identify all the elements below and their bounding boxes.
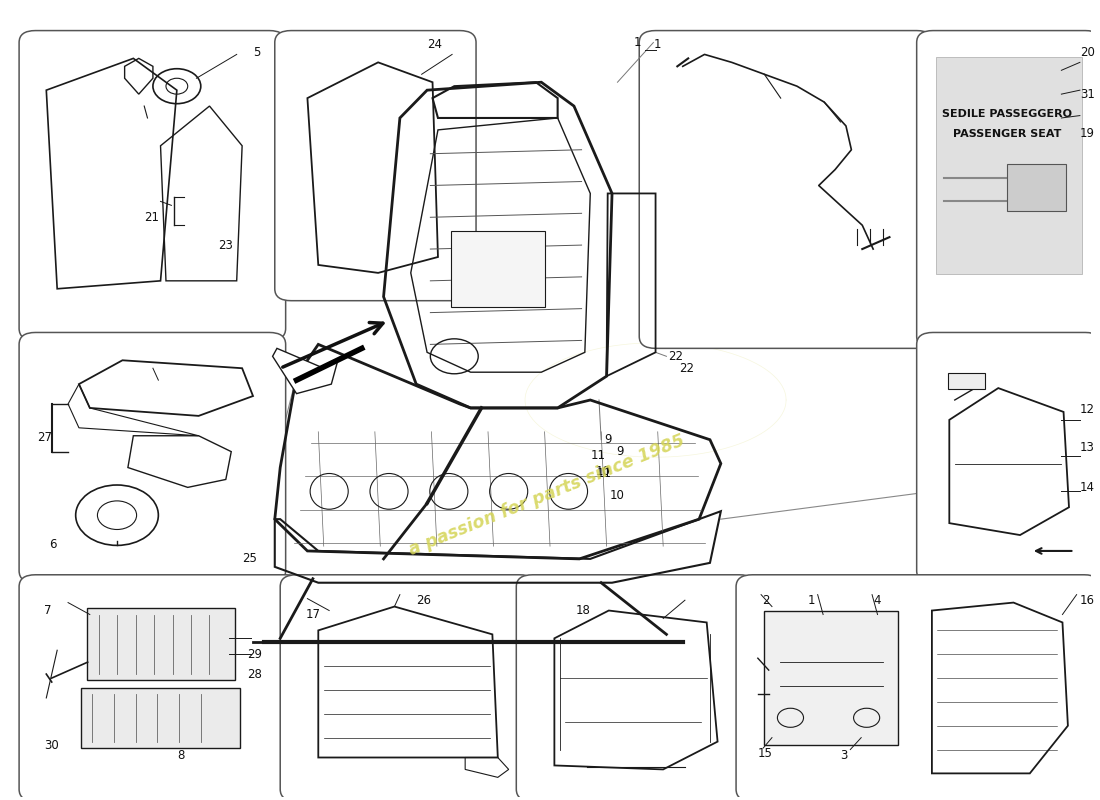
Text: SEDILE PASSEGGERO: SEDILE PASSEGGERO [942,109,1072,119]
Text: 1: 1 [634,36,641,49]
Text: 26: 26 [416,594,431,606]
FancyBboxPatch shape [19,30,286,341]
Text: 28: 28 [248,667,263,681]
Text: 22: 22 [669,350,683,363]
Text: 7: 7 [44,604,52,617]
Text: 11: 11 [591,449,605,462]
Text: 12: 12 [1080,403,1094,416]
Text: 19: 19 [1080,127,1094,140]
Text: 11: 11 [597,466,612,479]
Text: a passion for parts since 1985: a passion for parts since 1985 [406,431,688,559]
FancyBboxPatch shape [1006,164,1066,211]
Text: 25: 25 [242,552,257,566]
Text: 30: 30 [44,739,59,752]
FancyBboxPatch shape [948,373,986,389]
FancyBboxPatch shape [19,574,302,800]
Text: 4: 4 [873,594,881,606]
Text: 22: 22 [680,362,694,374]
FancyBboxPatch shape [451,230,544,307]
Text: 31: 31 [1080,88,1094,101]
FancyBboxPatch shape [764,611,899,745]
Text: 29: 29 [248,648,263,661]
Text: 10: 10 [609,489,625,502]
FancyBboxPatch shape [275,30,476,301]
Text: 2: 2 [762,594,770,606]
FancyBboxPatch shape [280,574,536,800]
Text: 3: 3 [840,750,848,762]
Text: 17: 17 [305,608,320,621]
Text: 14: 14 [1080,481,1094,494]
Text: 23: 23 [218,238,233,251]
FancyBboxPatch shape [81,687,240,748]
Text: 15: 15 [758,747,772,760]
Text: 27: 27 [37,431,53,444]
Text: 21: 21 [144,210,159,224]
Text: 18: 18 [576,604,591,617]
FancyBboxPatch shape [936,57,1082,274]
FancyBboxPatch shape [87,608,234,681]
Polygon shape [273,348,338,394]
FancyBboxPatch shape [516,574,756,800]
FancyBboxPatch shape [639,30,933,348]
Text: 24: 24 [427,38,442,50]
FancyBboxPatch shape [916,30,1100,348]
Text: 1: 1 [653,38,661,50]
Text: 10: 10 [596,465,611,478]
Text: 16: 16 [1080,594,1094,606]
Text: 9: 9 [616,445,624,458]
Text: 13: 13 [1080,441,1094,454]
FancyBboxPatch shape [19,333,286,582]
Text: 5: 5 [253,46,261,58]
Text: 9: 9 [604,434,612,446]
Text: 20: 20 [1080,46,1094,58]
Text: 6: 6 [50,538,57,551]
Text: 8: 8 [177,750,184,762]
Text: PASSENGER SEAT: PASSENGER SEAT [953,129,1062,139]
FancyBboxPatch shape [916,333,1100,582]
Text: 1: 1 [807,594,815,606]
FancyBboxPatch shape [736,574,1100,800]
